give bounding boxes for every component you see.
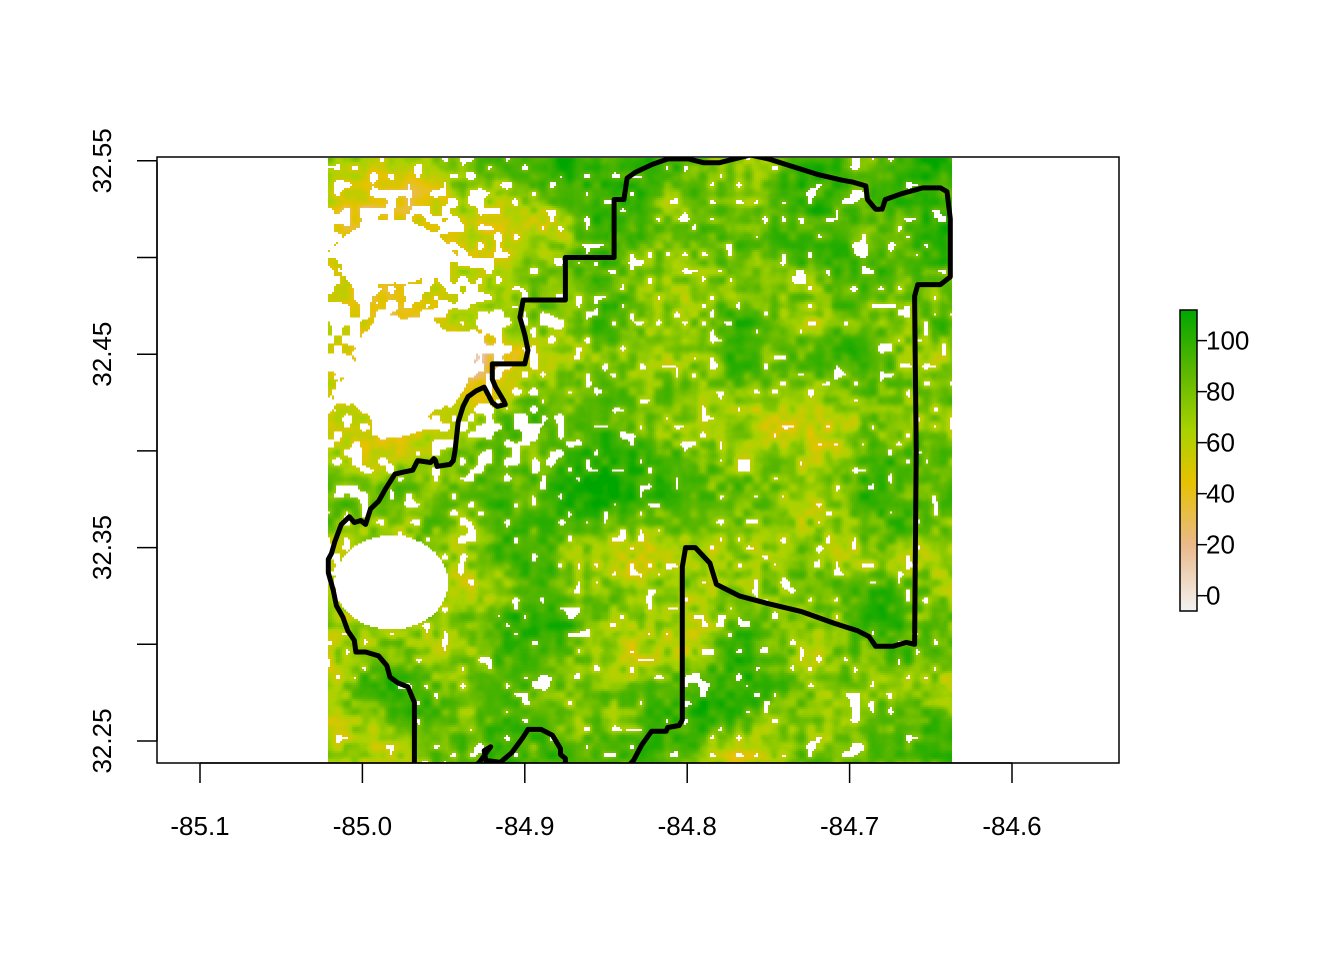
x-tick-label: -84.9 (495, 811, 554, 841)
colorbar-tick-label: 80 (1206, 377, 1235, 407)
colorbar-tick-label: 20 (1206, 530, 1235, 560)
y-tick-label: 32.45 (87, 322, 117, 387)
colorbar-tick-label: 0 (1206, 581, 1220, 611)
colorbar-legend: 0 20 40 60 80 100 (1179, 309, 1249, 612)
x-axis: -85.1 -85.0 -84.9 -84.8 -84.7 -84.6 (170, 762, 1042, 841)
x-tick-label: -84.7 (820, 811, 879, 841)
y-axis: 32.25 32.35 32.45 32.55 (87, 128, 158, 774)
colorbar-tick-label: 40 (1206, 479, 1235, 509)
colorbar-gradient (1179, 309, 1198, 612)
x-tick-label: -84.6 (982, 811, 1041, 841)
x-tick-label: -84.8 (658, 811, 717, 841)
y-tick-label: 32.35 (87, 515, 117, 580)
y-tick-label: 32.55 (87, 128, 117, 193)
boundary-outline (325, 157, 953, 763)
x-tick-label: -85.1 (170, 811, 229, 841)
colorbar-tick-label: 100 (1206, 326, 1249, 356)
y-tick-label: 32.25 (87, 708, 117, 773)
x-tick-label: -85.0 (333, 811, 392, 841)
colorbar-tick-label: 60 (1206, 428, 1235, 458)
